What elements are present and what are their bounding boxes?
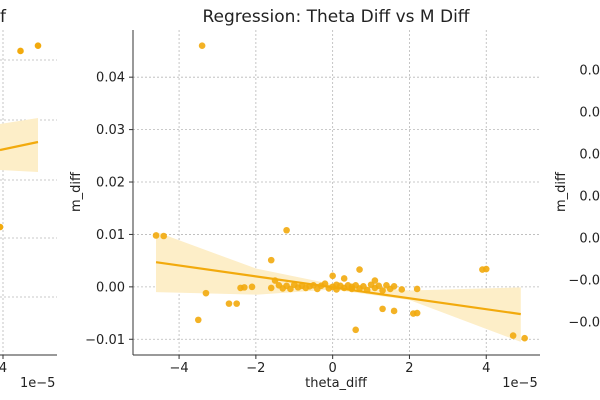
y-axis-label: m_diff — [69, 171, 84, 212]
y-axis-ticks: −0.01 0.00 0.01 0.02 0.03 0.04 — [85, 71, 133, 348]
x-axis-label: theta_diff — [305, 376, 368, 391]
data-point — [413, 285, 421, 293]
data-point — [482, 265, 490, 273]
y-tick-label: 0.00 — [96, 280, 125, 295]
data-point — [321, 280, 329, 288]
data-point — [225, 300, 233, 307]
data-point — [352, 326, 359, 334]
data-point — [241, 284, 248, 291]
right-panel-y-tick-label: 0.0 — [579, 64, 600, 79]
y-tick-label: 0.03 — [96, 123, 125, 138]
main-regression-panel: Regression: Theta Diff vs M Diff −4 −2 0 2 4… — [69, 7, 540, 391]
right-panel-y-tick-label: 0.0 — [579, 190, 600, 205]
right-panel-y-tick-label: 0.0 — [579, 106, 600, 121]
data-point — [413, 309, 421, 317]
data-point — [363, 286, 371, 294]
data-point — [398, 286, 406, 293]
left-panel-title-fragment: f — [0, 7, 7, 27]
data-point — [233, 300, 240, 307]
right-panel-y-tick-label: −0.0 — [568, 316, 600, 331]
data-point — [371, 277, 379, 284]
data-point — [283, 226, 290, 234]
data-point — [202, 289, 210, 297]
left-regression-panel: f 4 1e−5 — [0, 7, 57, 391]
right-panel-y-tick-label: 0.0 — [579, 148, 600, 163]
data-point — [267, 284, 275, 292]
data-point — [390, 307, 398, 315]
right-panel-y-tick-label: 0.0 — [579, 232, 600, 247]
x-tick-label: 4 — [482, 361, 490, 376]
x-tick-label: −4 — [169, 361, 188, 376]
right-regression-panel: m_diff 0.0 0.0 0.0 0.0 0.0 −0.0 −0.0 — [554, 64, 600, 331]
data-point — [356, 266, 363, 273]
x-axis-ticks: −4 −2 0 2 4 — [169, 355, 490, 376]
x-tick-label: 0 — [329, 361, 337, 376]
data-point — [329, 272, 336, 280]
data-point — [521, 334, 528, 342]
chart-title: Regression: Theta Diff vs M Diff — [202, 7, 470, 27]
data-point — [198, 42, 206, 50]
left-panel-data-point — [34, 42, 42, 50]
right-panel-y-ticks: 0.0 0.0 0.0 0.0 0.0 −0.0 −0.0 — [568, 64, 600, 331]
data-point — [287, 285, 294, 293]
left-panel-grid — [0, 30, 57, 355]
x-offset-label: 1e−5 — [502, 376, 537, 391]
left-panel-x-tick-label: 4 — [0, 361, 7, 376]
left-panel-regression-line — [0, 140, 39, 152]
data-point — [375, 282, 383, 290]
data-point — [379, 305, 386, 313]
left-panel-points — [17, 42, 42, 55]
data-point — [390, 283, 398, 290]
y-tick-label: −0.01 — [85, 333, 125, 348]
data-point — [379, 287, 386, 294]
y-tick-label: 0.04 — [96, 71, 125, 86]
x-tick-label: 2 — [405, 361, 413, 376]
left-panel-data-point — [0, 223, 4, 231]
data-point — [340, 275, 348, 282]
right-panel-y-axis-label: m_diff — [554, 171, 569, 212]
y-tick-label: 0.02 — [96, 176, 125, 191]
left-panel-x-offset-label: 1e−5 — [20, 376, 55, 391]
scatter-points — [152, 42, 528, 342]
y-tick-label: 0.01 — [96, 228, 125, 243]
data-point — [160, 232, 168, 240]
x-tick-label: −2 — [246, 361, 265, 376]
data-point — [194, 316, 202, 324]
right-panel-y-tick-label: −0.0 — [568, 274, 600, 289]
data-point — [509, 332, 517, 339]
data-point — [152, 232, 160, 239]
data-point — [267, 256, 275, 264]
data-point — [248, 283, 256, 291]
data-point — [271, 277, 279, 284]
left-panel-data-point — [17, 47, 24, 55]
